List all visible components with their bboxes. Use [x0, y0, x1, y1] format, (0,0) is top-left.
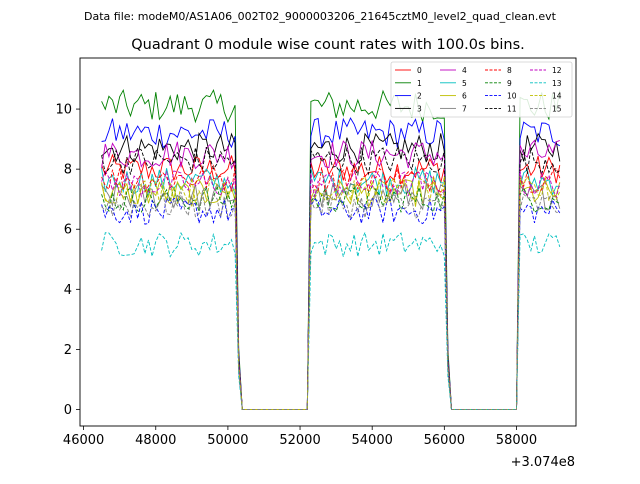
- x-tick-label: 52000: [279, 433, 320, 448]
- legend-label-1: 1: [417, 79, 422, 88]
- series-line-10: [101, 196, 561, 410]
- legend-label-5: 5: [462, 79, 467, 88]
- y-tick-label: 0: [64, 403, 72, 418]
- series-line-15: [101, 191, 560, 410]
- x-tick-label: 48000: [135, 433, 176, 448]
- chart-title: Quadrant 0 module wise count rates with …: [131, 37, 525, 53]
- y-tick-label: 10: [55, 103, 72, 118]
- series-line-7: [101, 181, 561, 410]
- series-line-13: [101, 230, 561, 410]
- ticks-layer: 46000 48000 50000 52000 54000 56000 58000 0 2 4 6 8…: [55, 103, 537, 448]
- legend-box: [390, 61, 573, 118]
- series-line-3: [101, 132, 561, 410]
- x-tick-label: 58000: [496, 433, 537, 448]
- series-line-8: [101, 164, 561, 410]
- legend-label-13: 13: [552, 79, 562, 88]
- figure-suptitle: Data file: modeM0/AS1A06_002T02_90000032…: [84, 10, 557, 23]
- legend-label-15: 15: [552, 104, 562, 113]
- y-tick-label: 6: [64, 223, 72, 238]
- x-tick-label: 56000: [424, 433, 465, 448]
- series-layer: [101, 88, 561, 410]
- series-line-1: [101, 88, 561, 410]
- y-tick-label: 4: [64, 283, 72, 298]
- x-tick-label: 46000: [63, 433, 104, 448]
- legend-label-0: 0: [417, 66, 422, 75]
- series-line-4: [101, 139, 560, 410]
- legend-label-14: 14: [552, 92, 562, 101]
- plot-frame: [79, 57, 577, 427]
- legend-label-4: 4: [462, 66, 467, 75]
- legend-label-8: 8: [507, 66, 512, 75]
- series-line-9: [101, 184, 561, 410]
- legend-label-12: 12: [552, 66, 562, 75]
- series-line-11: [101, 146, 561, 410]
- legend-label-2: 2: [417, 92, 422, 101]
- x-tick-label: 50000: [207, 433, 248, 448]
- series-line-6: [101, 178, 561, 410]
- legend-label-7: 7: [462, 104, 467, 113]
- legend-label-10: 10: [507, 92, 517, 101]
- legend-label-6: 6: [462, 92, 467, 101]
- legend-label-9: 9: [507, 79, 512, 88]
- x-tick-label: 54000: [352, 433, 393, 448]
- y-tick-label: 2: [64, 343, 72, 358]
- series-line-12: [101, 169, 561, 410]
- legend-label-3: 3: [417, 104, 422, 113]
- y-tick-label: 8: [64, 163, 72, 178]
- legend-label-11: 11: [507, 104, 517, 113]
- x-offset-label: +3.074e8: [511, 455, 575, 470]
